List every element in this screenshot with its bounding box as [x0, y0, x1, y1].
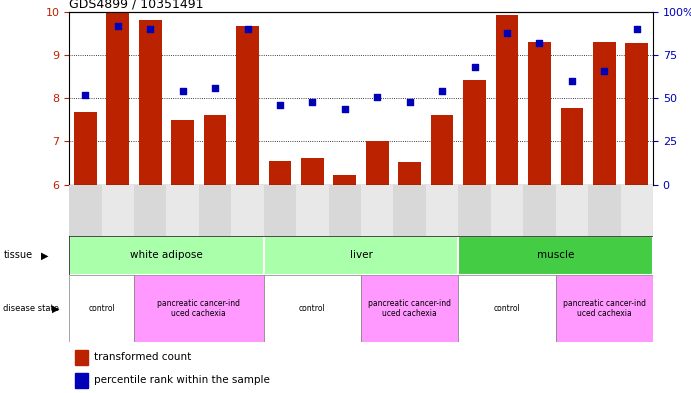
Bar: [621, 185, 653, 252]
Bar: [269, 161, 292, 185]
Bar: [74, 112, 97, 185]
Bar: [264, 185, 296, 252]
Bar: [69, 236, 264, 275]
Point: [339, 105, 350, 112]
Text: control: control: [493, 304, 520, 313]
Bar: [75, 350, 88, 365]
Text: liver: liver: [350, 250, 372, 261]
Point: [632, 26, 643, 32]
Point: [209, 85, 220, 91]
Point: [534, 40, 545, 46]
Bar: [458, 236, 653, 275]
Bar: [236, 26, 259, 185]
Text: pancreatic cancer-ind
uced cachexia: pancreatic cancer-ind uced cachexia: [368, 299, 451, 318]
Bar: [264, 236, 458, 275]
Text: tissue: tissue: [3, 250, 32, 261]
Bar: [426, 185, 458, 252]
Bar: [199, 185, 231, 252]
Bar: [167, 185, 199, 252]
Bar: [458, 185, 491, 252]
Text: GDS4899 / 10351491: GDS4899 / 10351491: [69, 0, 204, 11]
Bar: [393, 185, 426, 252]
Point: [502, 29, 513, 36]
Point: [599, 68, 610, 74]
Point: [567, 78, 578, 84]
Bar: [523, 185, 556, 252]
Text: pancreatic cancer-ind
uced cachexia: pancreatic cancer-ind uced cachexia: [158, 299, 240, 318]
Bar: [458, 275, 556, 342]
Bar: [495, 15, 518, 185]
Bar: [296, 185, 329, 252]
Point: [177, 88, 188, 94]
Text: transformed count: transformed count: [93, 352, 191, 362]
Point: [79, 92, 91, 98]
Bar: [102, 185, 134, 252]
Bar: [361, 275, 458, 342]
Bar: [560, 108, 583, 185]
Bar: [75, 373, 88, 388]
Point: [307, 99, 318, 105]
Text: white adipose: white adipose: [130, 250, 202, 261]
Bar: [134, 185, 167, 252]
Bar: [171, 120, 194, 185]
Bar: [301, 158, 324, 185]
Text: percentile rank within the sample: percentile rank within the sample: [93, 375, 269, 385]
Point: [469, 64, 480, 70]
Bar: [69, 275, 134, 342]
Text: control: control: [299, 304, 325, 313]
Bar: [528, 42, 551, 185]
Bar: [106, 12, 129, 185]
Bar: [491, 185, 523, 252]
Bar: [264, 275, 361, 342]
Point: [404, 99, 415, 105]
Text: muscle: muscle: [537, 250, 574, 261]
Bar: [334, 175, 356, 185]
Bar: [204, 115, 227, 185]
Point: [112, 22, 123, 29]
Point: [372, 94, 383, 100]
Bar: [588, 185, 621, 252]
Bar: [329, 185, 361, 252]
Bar: [398, 162, 421, 185]
Point: [144, 26, 155, 32]
Text: disease state: disease state: [3, 304, 59, 313]
Text: pancreatic cancer-ind
uced cachexia: pancreatic cancer-ind uced cachexia: [563, 299, 646, 318]
Bar: [556, 275, 653, 342]
Bar: [463, 80, 486, 185]
Bar: [139, 20, 162, 185]
Point: [437, 88, 448, 94]
Bar: [593, 42, 616, 185]
Bar: [231, 185, 264, 252]
Bar: [625, 43, 648, 185]
Bar: [134, 275, 264, 342]
Bar: [69, 185, 102, 252]
Bar: [430, 115, 453, 185]
Point: [242, 26, 253, 32]
Text: control: control: [88, 304, 115, 313]
Point: [274, 102, 285, 108]
Bar: [361, 185, 393, 252]
Bar: [366, 141, 388, 185]
Text: ▶: ▶: [41, 250, 49, 261]
Text: ▶: ▶: [52, 303, 59, 314]
Bar: [556, 185, 588, 252]
